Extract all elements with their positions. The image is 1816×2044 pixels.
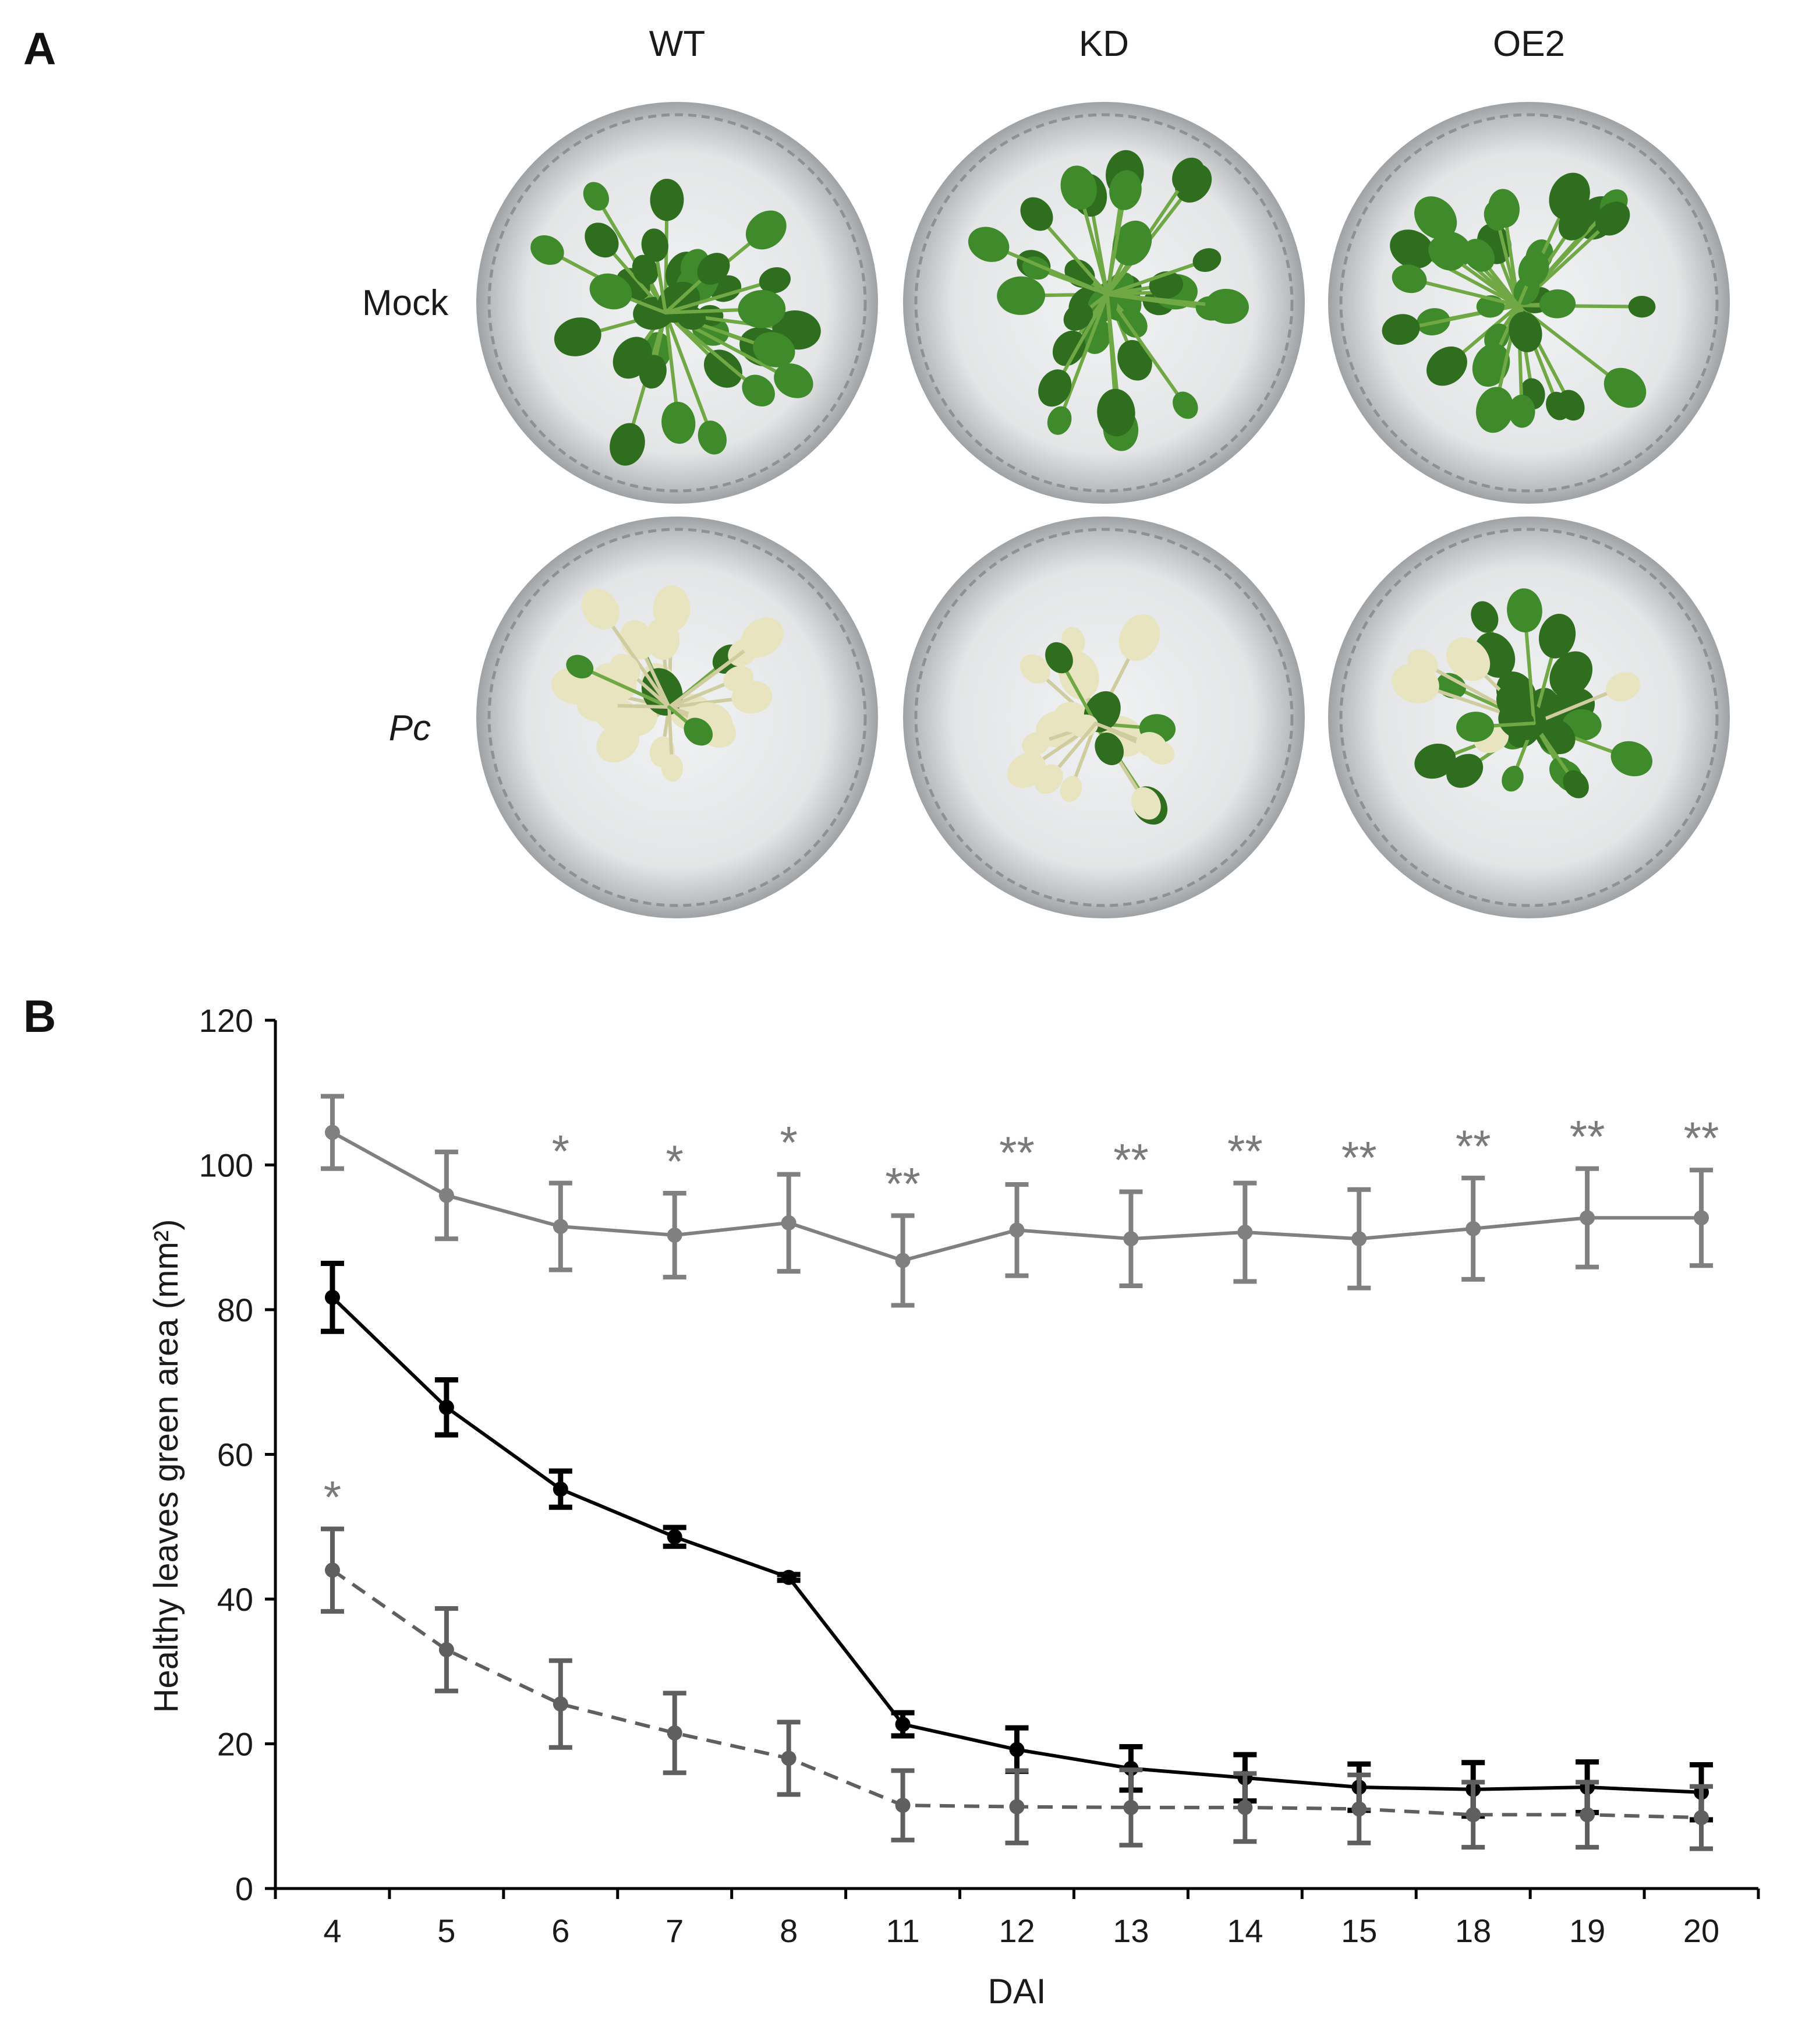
data-point <box>1009 1742 1025 1757</box>
x-tick-label: 5 <box>437 1912 455 1949</box>
significance-marker: ** <box>1113 1134 1149 1185</box>
data-point <box>1465 1807 1481 1823</box>
y-tick-label: 100 <box>199 1147 253 1184</box>
x-tick-label: 20 <box>1683 1912 1719 1949</box>
significance-marker: ** <box>1570 1111 1605 1162</box>
significance-marker: ** <box>1456 1120 1491 1172</box>
series-2 <box>320 1260 1714 1823</box>
x-tick-label: 19 <box>1569 1912 1605 1949</box>
y-tick-label: 80 <box>217 1292 253 1328</box>
significance-marker: ** <box>1227 1126 1263 1177</box>
significance-marker: ** <box>1684 1112 1719 1164</box>
petri-dish-grid <box>476 102 1730 918</box>
data-point <box>1351 1231 1367 1247</box>
data-point <box>324 1562 340 1578</box>
data-point <box>324 1289 340 1305</box>
x-tick-label: 13 <box>1113 1912 1149 1949</box>
significance-marker: * <box>666 1136 684 1187</box>
data-point <box>438 1187 454 1203</box>
data-point <box>553 1481 568 1497</box>
data-point <box>1237 1225 1253 1240</box>
significance-marker: ** <box>999 1127 1035 1178</box>
x-tick-label: 7 <box>665 1912 684 1949</box>
x-axis-title: DAI <box>987 1972 1046 2011</box>
data-point <box>1009 1799 1025 1815</box>
data-point <box>895 1716 911 1732</box>
y-tick-label: 40 <box>217 1581 253 1618</box>
x-tick-label: 11 <box>886 1912 920 1949</box>
data-point <box>1237 1799 1253 1815</box>
significance-marker: * <box>552 1126 569 1177</box>
petri-dish-pc-kd <box>903 517 1305 918</box>
x-tick-label: 6 <box>551 1912 569 1949</box>
data-point <box>1123 1799 1139 1815</box>
series-1: * * ***** ** ** ** ** ** ** <box>320 1094 1719 1308</box>
petri-dish-mock-wt <box>476 102 878 504</box>
data-point <box>895 1253 911 1268</box>
data-point <box>895 1798 911 1813</box>
data-point <box>1694 1210 1709 1226</box>
data-point <box>1694 1810 1709 1826</box>
petri-dish-mock-oe2 <box>1328 102 1730 504</box>
data-point <box>324 1124 340 1140</box>
data-point <box>1580 1210 1595 1226</box>
data-point <box>1351 1801 1367 1817</box>
y-tick-label: 20 <box>217 1726 253 1763</box>
data-point <box>1465 1221 1481 1236</box>
data-point <box>1580 1807 1595 1823</box>
petri-dish-mock-kd <box>903 102 1305 504</box>
row-label-pc: Pc <box>388 708 431 748</box>
panel-b-label: B <box>23 991 56 1042</box>
data-point <box>781 1215 797 1230</box>
data-point <box>781 1569 797 1585</box>
significance-marker: * <box>324 1471 341 1522</box>
data-point <box>438 1642 454 1657</box>
data-point <box>667 1228 682 1243</box>
significance-marker: * <box>780 1117 797 1168</box>
data-point <box>438 1399 454 1415</box>
x-tick-label: 14 <box>1227 1912 1263 1949</box>
data-point <box>553 1219 568 1235</box>
column-label-oe2: OE2 <box>1492 24 1566 64</box>
y-axis-title: Healthy leaves green area (mm²) <box>147 1219 185 1713</box>
petri-dish-pc-oe2 <box>1328 517 1730 918</box>
data-point <box>667 1529 682 1545</box>
x-tick-label: 8 <box>780 1912 798 1949</box>
data-point <box>667 1725 682 1741</box>
petri-dish-pc-wt <box>476 517 878 918</box>
y-tick-label: 0 <box>235 1870 253 1907</box>
row-label-mock: Mock <box>362 283 448 323</box>
data-point <box>1123 1231 1139 1247</box>
column-label-wt: WT <box>649 24 706 64</box>
data-point <box>781 1751 797 1766</box>
panel-a-label: A <box>23 23 56 74</box>
data-point <box>1009 1222 1025 1238</box>
x-tick-label: 18 <box>1455 1912 1491 1949</box>
significance-marker: ** <box>1341 1132 1377 1183</box>
column-label-kd: KD <box>1078 24 1130 64</box>
significance-marker: ** <box>885 1158 921 1209</box>
series-line <box>331 1296 1702 1794</box>
x-tick-label: 12 <box>999 1912 1035 1949</box>
y-tick-label: 60 <box>217 1437 253 1473</box>
y-tick-label: 120 <box>199 1002 253 1039</box>
data-point <box>553 1696 568 1712</box>
series-3: * <box>320 1471 1714 1851</box>
x-tick-label: 4 <box>323 1912 341 1949</box>
x-tick-label: 15 <box>1341 1912 1377 1949</box>
